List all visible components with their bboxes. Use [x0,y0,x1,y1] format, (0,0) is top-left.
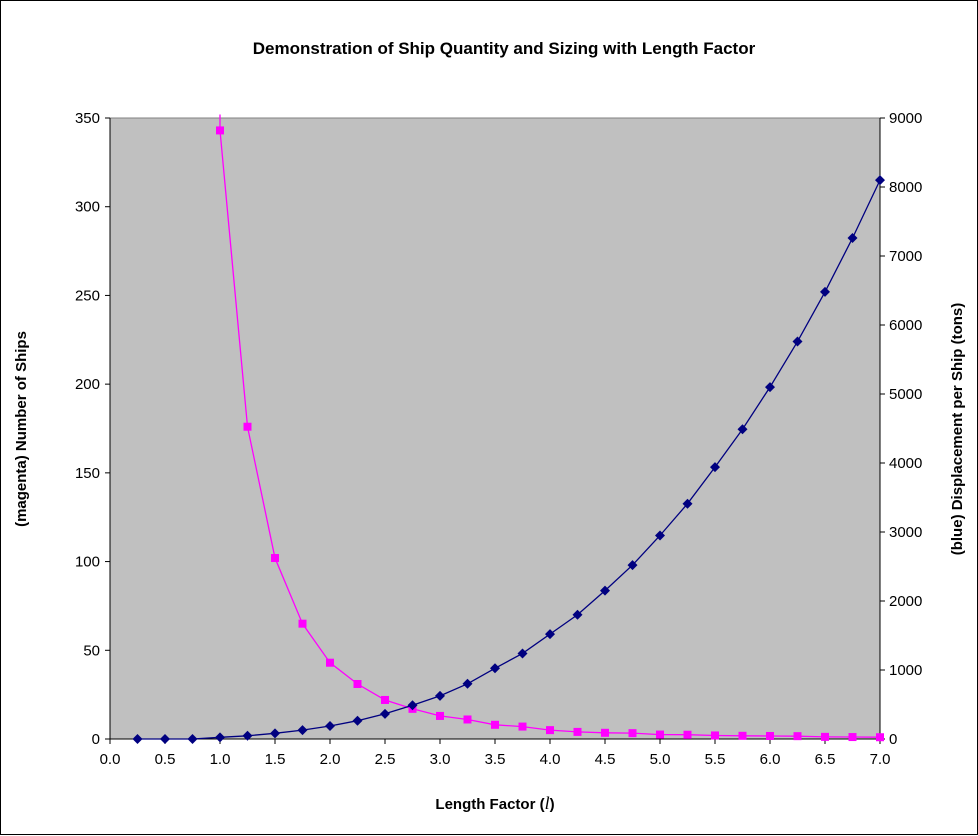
x-tick-label: 3.5 [485,751,506,768]
x-tick-label: 2.5 [375,751,396,768]
x-tick-label: 5.5 [705,751,726,768]
displacement-point [572,609,583,620]
displacement-point [242,730,253,741]
ships-count-point [656,730,664,739]
ships-count-point [271,554,279,563]
displacement-point [215,732,225,743]
y-left-tick-label: 300 [75,199,100,216]
ships-count-point [298,619,307,628]
ships-count-point [243,422,252,431]
displacement-point [737,424,748,435]
ships-count-point [793,732,802,741]
x-tick-label: 5.0 [650,751,671,768]
y-left-tick-label: 200 [75,376,100,393]
x-tick-label: 0.0 [100,751,121,768]
displacement-point [682,498,693,509]
y-right-tick-label: 7000 [889,248,922,265]
ships-count-point [628,729,637,738]
x-tick-label: 4.5 [595,751,616,768]
y-axis-left-label: (magenta) Number of Ships [13,331,30,527]
y-left-tick-label: 100 [75,554,100,571]
x-tick-label: 6.0 [760,751,781,768]
y-left-tick-label: 50 [83,642,100,659]
x-axis-symbol: l [545,793,550,813]
displacement-point [380,708,390,719]
displacement-point [517,648,528,659]
y-right-tick-label: 2000 [889,593,922,610]
y-right-tick-label: 8000 [889,179,922,196]
y-right-tick-label: 3000 [889,524,922,541]
x-tick-label: 1.0 [210,751,231,768]
displacement-point [627,560,638,571]
displacement-point [270,728,280,739]
displacement-point [545,629,555,640]
ships-count-point [546,726,554,735]
chart-title: Demonstration of Ship Quantity and Sizin… [253,39,756,58]
y-right-tick-label: 9000 [889,110,922,127]
x-tick-label: 0.5 [155,751,176,768]
displacement-point [160,734,170,744]
x-axis-label: Length Factor (l) [435,793,554,813]
displacement-point [187,734,198,744]
ships-count-point [821,732,829,741]
x-tick-label: 1.5 [265,751,286,768]
displacement-point [132,734,143,744]
ships-count-point [601,728,609,737]
plot-area [109,117,881,740]
ships-count-point [491,720,499,729]
displacement-point [875,175,885,186]
displacement-point [655,530,665,541]
ships-count-point [683,730,692,739]
ships-count-point [518,722,527,731]
ships-count-point [711,731,719,740]
blue-series-line [137,179,881,740]
ships-count-point [381,695,389,704]
displacement-point [490,663,500,674]
ships-count-point [738,731,747,740]
ships-count-point [353,679,362,688]
displacement-point [352,715,363,726]
x-axis-label-text: Length Factor [435,796,535,813]
ships-count-point [216,126,224,135]
x-tick-label: 7.0 [870,751,891,768]
ships-count-point [766,731,774,740]
ships-count-point [573,727,582,736]
displacement-point [765,382,775,393]
displacement-point [297,725,308,736]
ships-count-point [848,733,857,742]
displacement-point [710,462,720,473]
y-right-tick-label: 5000 [889,386,922,403]
x-tick-label: 6.5 [815,751,836,768]
y-right-tick-label: 0 [889,731,897,748]
displacement-point [435,690,445,701]
displacement-point [600,585,610,596]
displacement-point [407,700,418,711]
ships-count-point [876,733,884,742]
ships-count-point [463,715,472,724]
y-right-tick-label: 6000 [889,317,922,334]
x-tick-label: 4.0 [540,751,561,768]
displacement-point [325,720,335,731]
displacement-point [847,233,858,244]
ships-count-point [326,658,334,667]
displacement-point [792,336,803,347]
y-left-tick-label: 0 [92,731,100,748]
y-left-tick-label: 150 [75,465,100,482]
displacement-point [820,286,830,297]
x-tick-label: 3.0 [430,751,451,768]
y-axis-right-label: (blue) Displacement per Ship (tons) [949,303,966,556]
y-right-tick-label: 4000 [889,455,922,472]
y-right-tick-label: 1000 [889,662,922,679]
displacement-point [462,678,473,689]
y-left-tick-label: 250 [75,287,100,304]
ships-count-point [436,711,444,720]
x-tick-label: 2.0 [320,751,341,768]
y-left-tick-label: 350 [75,110,100,127]
magenta-series-line [219,114,881,738]
